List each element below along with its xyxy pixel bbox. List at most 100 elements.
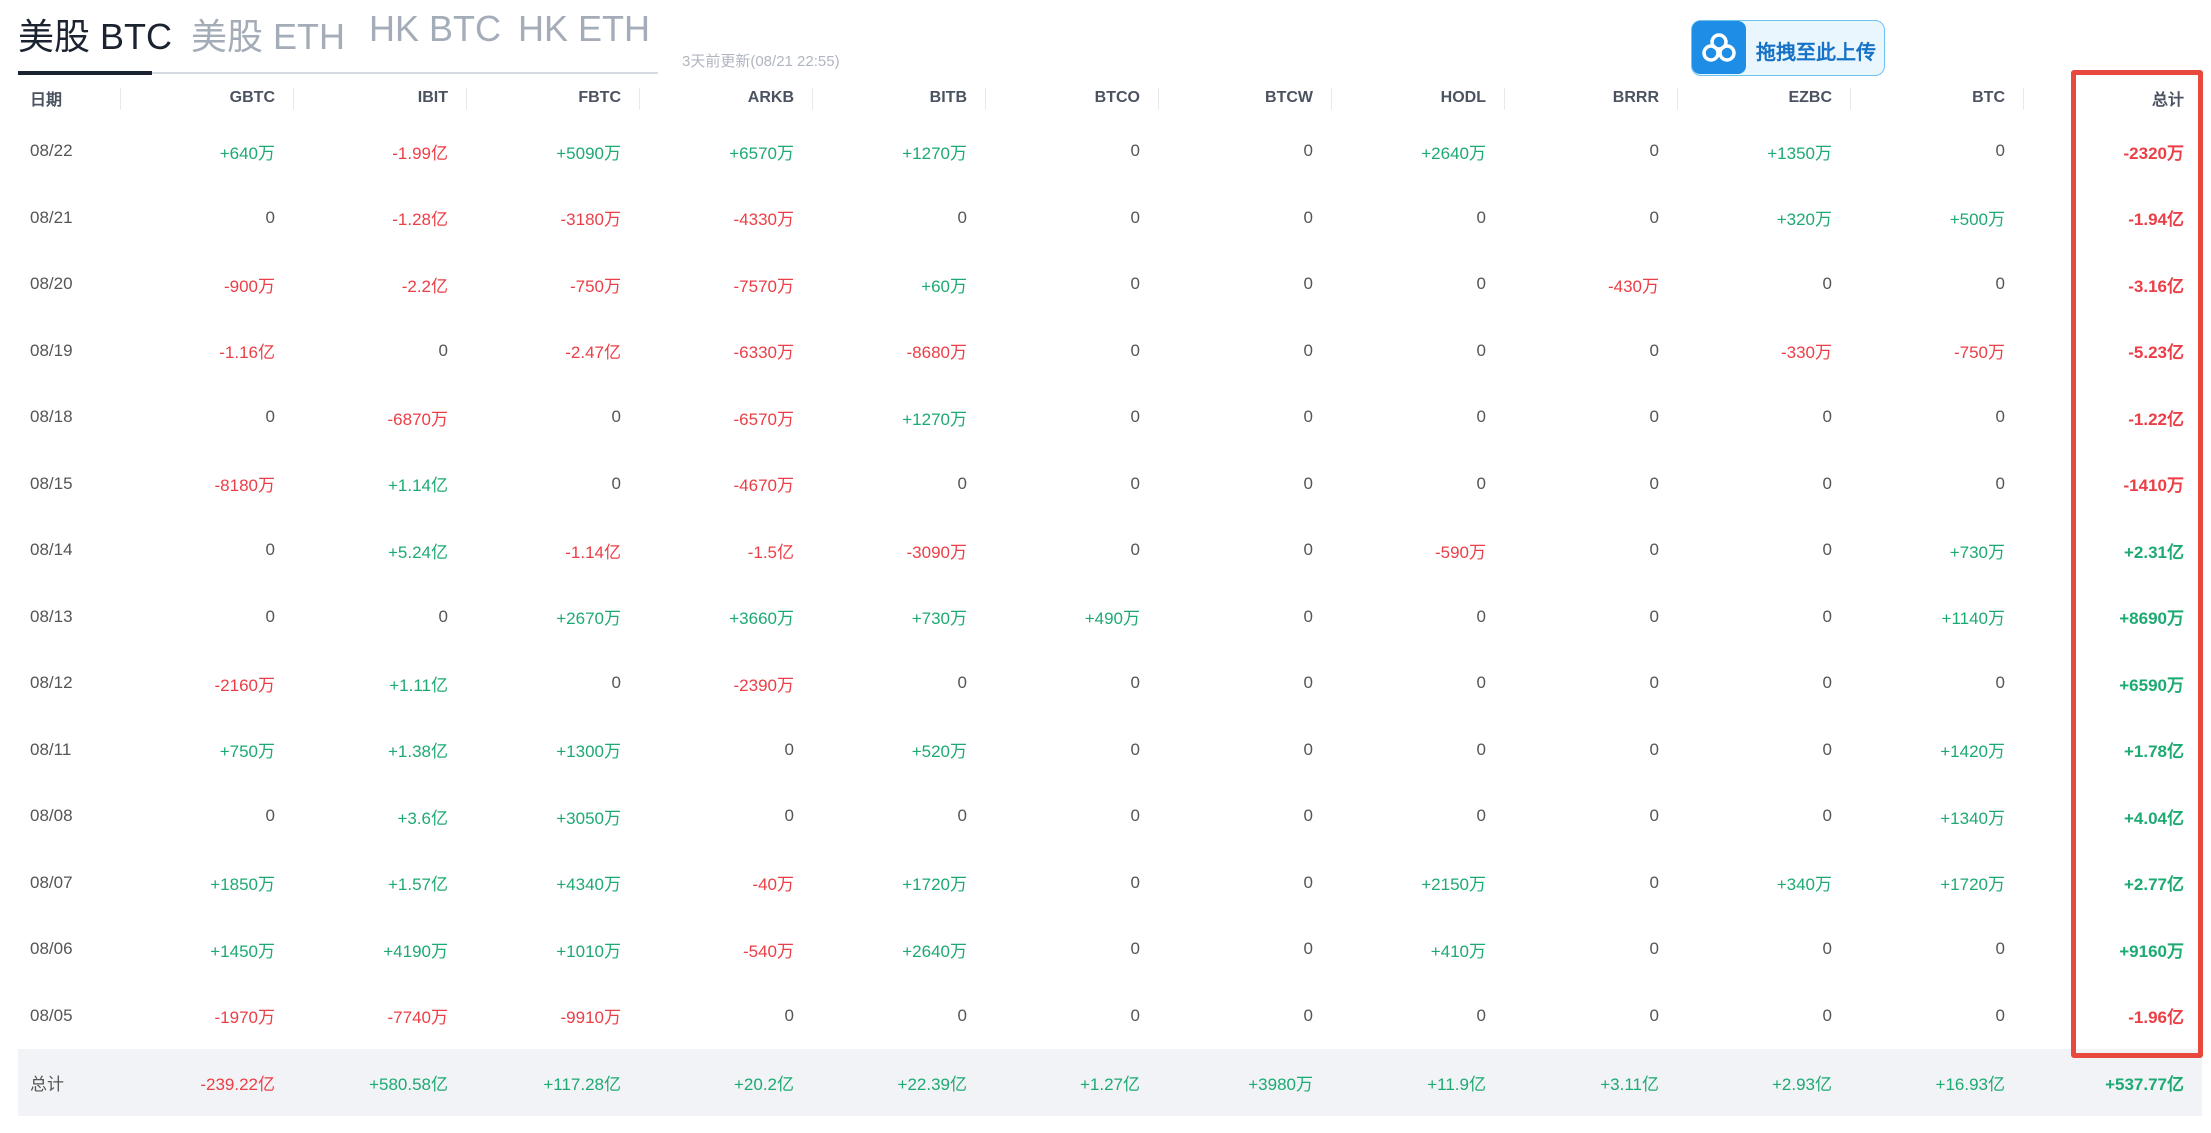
flow-cell: 0 (1822, 540, 1832, 560)
flow-cell: +1720万 (1940, 875, 2005, 895)
flow-cell: +2640万 (1421, 143, 1486, 163)
flow-cell: 0 (1649, 540, 1659, 560)
flow-cell: +2670万 (556, 609, 621, 629)
table-row: 08/22 +640万 -1.99亿 +5090万 +6570万 +1270万 0 0 +264… (18, 118, 2202, 185)
flow-cell: 0 (1303, 141, 1313, 161)
flow-cell: +410万 (1430, 941, 1486, 961)
flow-cell: 0 (1130, 673, 1140, 693)
flow-cell: 0 (957, 673, 967, 693)
flow-cell: 0 (265, 806, 275, 826)
flow-cell: +1270万 (902, 409, 967, 429)
flow-cell: 0 (1303, 1005, 1313, 1025)
table-header-row: 日期 GBTC IBIT FBTC ARKB BITB BTCO BTCW HO… (18, 78, 2202, 118)
etf-flow-table: 日期 GBTC IBIT FBTC ARKB BITB BTCO BTCW HO… (18, 78, 2202, 1116)
flow-cell: 0 (1649, 407, 1659, 427)
flow-cell: 0 (1476, 673, 1486, 693)
flow-cell: 0 (1649, 872, 1659, 892)
flow-cell: -1.14亿 (565, 542, 621, 562)
flow-cell: +340万 (1776, 875, 1832, 895)
flow-cell: +1420万 (1940, 742, 2005, 762)
flow-cell: 0 (957, 806, 967, 826)
flow-cell: 0 (784, 806, 794, 826)
tab-us-btc[interactable]: 美股 BTC (18, 16, 173, 57)
flow-cell: +1.14亿 (387, 476, 448, 496)
row-total-cell: +1.78亿 (2123, 742, 2184, 762)
flow-cell: +1450万 (210, 941, 275, 961)
header-btc[interactable]: BTC (1850, 78, 2023, 118)
header-brrr[interactable]: BRRR (1504, 78, 1677, 118)
flow-cell: 0 (438, 606, 448, 626)
flow-cell: 0 (1822, 1005, 1832, 1025)
flow-cell: 0 (1130, 872, 1140, 892)
date-cell: 08/20 (30, 274, 73, 294)
flow-cell: +6570万 (729, 143, 794, 163)
flow-cell: 0 (1995, 407, 2005, 427)
table-row: 08/15 -8180万 +1.14亿 0 -4670万 0 0 0 0 0 0 0 -1410万 (18, 451, 2202, 518)
header-fbtc[interactable]: FBTC (466, 78, 639, 118)
header-bitb[interactable]: BITB (812, 78, 985, 118)
table-body: 08/22 +640万 -1.99亿 +5090万 +6570万 +1270万 0 0 +264… (18, 118, 2202, 1116)
table-row: 08/19 -1.16亿 0 -2.47亿 -6330万 -8680万 0 0 0 0 -330万 -… (18, 318, 2202, 385)
flow-cell: +1.38亿 (387, 742, 448, 762)
flow-cell: -900万 (223, 276, 275, 296)
table-row: 08/07 +1850万 +1.57亿 +4340万 -40万 +1720万 0 0 +2150… (18, 850, 2202, 917)
flow-cell: +1720万 (902, 875, 967, 895)
table-row: 08/14 0 +5.24亿 -1.14亿 -1.5亿 -3090万 0 0 -590万 0 0 +7… (18, 517, 2202, 584)
row-total-cell: -1.22亿 (2128, 409, 2184, 429)
flow-cell: 0 (1303, 606, 1313, 626)
flow-cell: 0 (1303, 540, 1313, 560)
header-total[interactable]: 总计 (2023, 78, 2202, 118)
flow-cell: +520万 (911, 742, 967, 762)
tab-hk-btc[interactable]: HK BTC (369, 8, 502, 49)
flow-cell: 0 (1303, 407, 1313, 427)
flow-cell: 0 (611, 673, 621, 693)
flow-cell: 0 (1130, 806, 1140, 826)
flow-cell: +2640万 (902, 941, 967, 961)
header-date: 日期 (30, 92, 63, 109)
date-cell: 08/18 (30, 407, 73, 427)
flow-cell: -330万 (1780, 343, 1832, 363)
flow-cell: +730万 (1949, 542, 2005, 562)
header-hodl[interactable]: HODL (1331, 78, 1504, 118)
flow-cell: 0 (1649, 806, 1659, 826)
flow-cell: +640万 (219, 143, 275, 163)
tab-hk-eth[interactable]: HK ETH (518, 8, 651, 49)
date-cell: 08/11 (30, 739, 72, 759)
flow-cell: 0 (1995, 473, 2005, 493)
row-total-cell: -1.94亿 (2128, 210, 2184, 230)
row-total-cell: -1410万 (2123, 476, 2184, 496)
row-total-cell: +2.31亿 (2123, 542, 2184, 562)
flow-cell: 0 (265, 207, 275, 227)
flow-cell: 0 (1130, 407, 1140, 427)
column-total-cell: +16.93亿 (1850, 1049, 2023, 1116)
drag-upload-button[interactable]: 拖拽至此上传 (1691, 20, 1885, 76)
flow-cell: +320万 (1776, 210, 1832, 230)
header-ezbc[interactable]: EZBC (1677, 78, 1850, 118)
header-btco[interactable]: BTCO (985, 78, 1158, 118)
date-cell: 08/13 (30, 606, 73, 626)
column-total-cell: +580.58亿 (293, 1049, 466, 1116)
date-cell: 08/14 (30, 540, 73, 560)
header-gbtc[interactable]: GBTC (120, 78, 293, 118)
flow-cell: 0 (1649, 340, 1659, 360)
header-arkb[interactable]: ARKB (639, 78, 812, 118)
flow-cell: +4190万 (383, 941, 448, 961)
flow-cell: 0 (1822, 673, 1832, 693)
flow-cell: -1.99亿 (392, 143, 448, 163)
flow-cell: 0 (1649, 473, 1659, 493)
flow-cell: 0 (1303, 207, 1313, 227)
flow-cell: -2.2亿 (401, 276, 448, 296)
flow-cell: 0 (1130, 207, 1140, 227)
flow-cell: +1340万 (1940, 808, 2005, 828)
flow-cell: +500万 (1949, 210, 2005, 230)
flow-cell: +5.24亿 (387, 542, 448, 562)
flow-cell: 0 (784, 1005, 794, 1025)
flow-cell: 0 (1303, 340, 1313, 360)
tab-us-eth[interactable]: 美股 ETH (191, 16, 346, 57)
row-total-cell: +2.77亿 (2123, 875, 2184, 895)
header-btcw[interactable]: BTCW (1158, 78, 1331, 118)
flow-cell: 0 (957, 207, 967, 227)
flow-cell: 0 (1303, 274, 1313, 294)
flow-cell: 0 (1649, 739, 1659, 759)
header-ibit[interactable]: IBIT (293, 78, 466, 118)
